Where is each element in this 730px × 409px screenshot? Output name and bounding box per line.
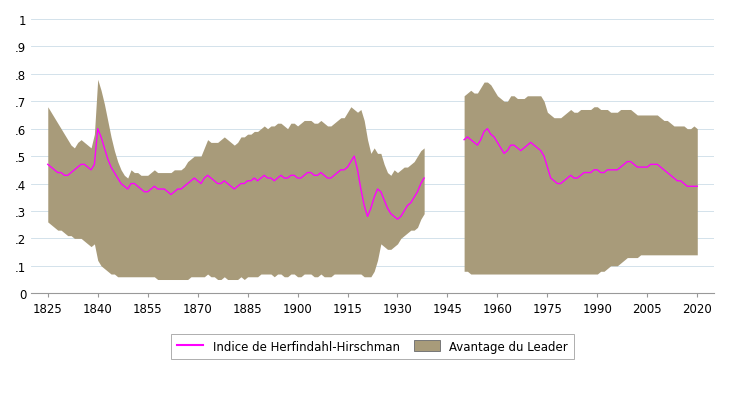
Legend: Indice de Herfindahl-Hirschman, Avantage du Leader: Indice de Herfindahl-Hirschman, Avantage… bbox=[172, 334, 574, 359]
